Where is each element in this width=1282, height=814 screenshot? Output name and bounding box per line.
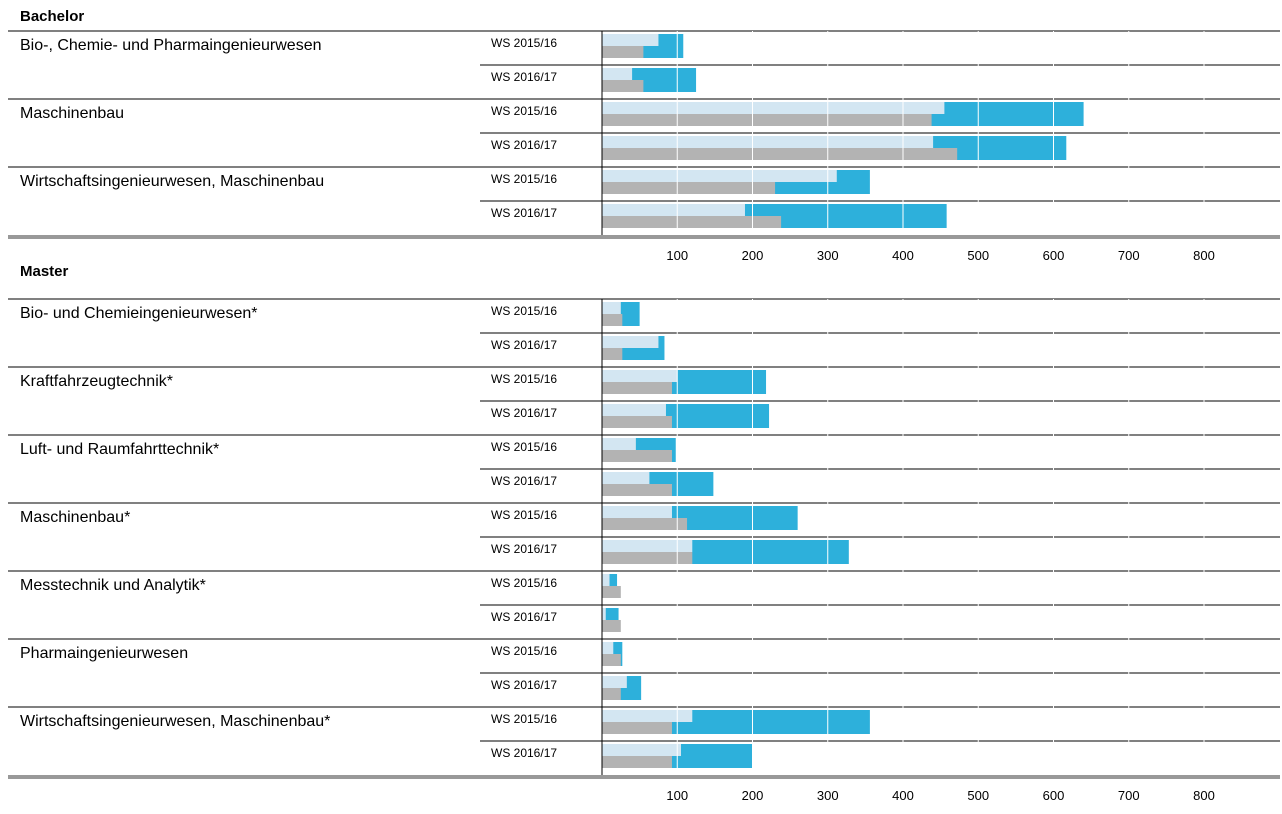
- semester-label: WS 2015/16: [491, 508, 557, 522]
- semester-label: WS 2015/16: [491, 104, 557, 118]
- program-label: Luft- und Raumfahrttechnik*: [20, 441, 219, 458]
- bar-light: [602, 540, 693, 552]
- bar-light: [602, 676, 627, 688]
- x-tick-label: 300: [817, 788, 839, 803]
- semester-label: WS 2015/16: [491, 440, 557, 454]
- x-tick-label: 400: [892, 248, 914, 263]
- bar-light: [602, 370, 678, 382]
- bar-grey: [602, 182, 776, 194]
- bar-light: [602, 472, 650, 484]
- program-label: Wirtschaftsingenieurwesen, Maschinenbau: [20, 173, 324, 190]
- bar-grey: [602, 518, 688, 530]
- bar-light: [602, 438, 636, 450]
- semester-label: WS 2015/16: [491, 372, 557, 386]
- program-label: Pharmaingenieurwesen: [20, 645, 188, 662]
- bar-grey: [602, 654, 621, 666]
- bar-grey: [602, 722, 672, 734]
- semester-label: WS 2015/16: [491, 36, 557, 50]
- bar-light: [602, 710, 693, 722]
- x-tick-label: 600: [1043, 248, 1065, 263]
- semester-label: WS 2015/16: [491, 304, 557, 318]
- x-tick-label: 500: [967, 788, 989, 803]
- semester-label: WS 2016/17: [491, 70, 557, 84]
- semester-label: WS 2016/17: [491, 406, 557, 420]
- x-tick-label: 700: [1118, 248, 1140, 263]
- bar-grey: [602, 148, 958, 160]
- bar-grey: [602, 46, 644, 58]
- semester-label: WS 2016/17: [491, 746, 557, 760]
- program-label: Wirtschaftsingenieurwesen, Maschinenbau*: [20, 713, 330, 730]
- semester-label: WS 2015/16: [491, 712, 557, 726]
- bar-grey: [602, 552, 693, 564]
- bar-grey: [602, 216, 782, 228]
- bar-grey: [602, 688, 621, 700]
- bar-grey: [602, 586, 621, 598]
- bar-grey: [602, 484, 672, 496]
- bar-light: [602, 34, 659, 46]
- bar-light: [602, 608, 606, 620]
- bar-light: [602, 170, 837, 182]
- bar-grey: [602, 348, 623, 360]
- x-tick-label: 200: [742, 788, 764, 803]
- program-label: Maschinenbau*: [20, 509, 130, 526]
- bar-grey: [602, 80, 644, 92]
- semester-label: WS 2016/17: [491, 678, 557, 692]
- semester-label: WS 2016/17: [491, 338, 557, 352]
- bar-grey: [602, 450, 672, 462]
- bar-light: [602, 744, 682, 756]
- x-tick-label: 500: [967, 248, 989, 263]
- x-tick-label: 100: [666, 248, 688, 263]
- program-label: Messtechnik und Analytik*: [20, 577, 206, 594]
- bar-grey: [602, 314, 623, 326]
- bar-light: [602, 68, 633, 80]
- bar-light: [602, 574, 610, 586]
- semester-label: WS 2015/16: [491, 644, 557, 658]
- semester-label: WS 2015/16: [491, 172, 557, 186]
- section-bottom-rule: [8, 775, 1280, 779]
- semester-label: WS 2015/16: [491, 576, 557, 590]
- x-tick-label: 300: [817, 248, 839, 263]
- program-label: Maschinenbau: [20, 105, 124, 122]
- x-tick-label: 800: [1193, 248, 1215, 263]
- x-tick-label: 700: [1118, 788, 1140, 803]
- bar-light: [602, 404, 666, 416]
- program-label: Bio-, Chemie- und Pharmaingenieurwesen: [20, 37, 322, 54]
- semester-label: WS 2016/17: [491, 138, 557, 152]
- section-title: Bachelor: [20, 8, 84, 25]
- semester-label: WS 2016/17: [491, 542, 557, 556]
- bar-light: [602, 102, 945, 114]
- x-tick-label: 800: [1193, 788, 1215, 803]
- program-label: Kraftfahrzeugtechnik*: [20, 373, 173, 390]
- section-title: Master: [20, 263, 69, 280]
- bar-grey: [602, 382, 672, 394]
- bar-light: [602, 204, 745, 216]
- bar-grey: [602, 416, 672, 428]
- bar-light: [602, 642, 614, 654]
- bar-light: [602, 136, 934, 148]
- bar-grey: [602, 756, 672, 768]
- section-bottom-rule: [8, 235, 1280, 239]
- program-label: Bio- und Chemieingenieurwesen*: [20, 305, 257, 322]
- bar-light: [602, 302, 621, 314]
- bar-light: [602, 336, 659, 348]
- bar-grey: [602, 620, 621, 632]
- semester-label: WS 2016/17: [491, 474, 557, 488]
- x-tick-label: 200: [742, 248, 764, 263]
- bar-light: [602, 506, 672, 518]
- x-tick-label: 600: [1043, 788, 1065, 803]
- x-tick-label: 400: [892, 788, 914, 803]
- bar-grey: [602, 114, 932, 126]
- x-tick-label: 100: [666, 788, 688, 803]
- semester-label: WS 2016/17: [491, 206, 557, 220]
- semester-label: WS 2016/17: [491, 610, 557, 624]
